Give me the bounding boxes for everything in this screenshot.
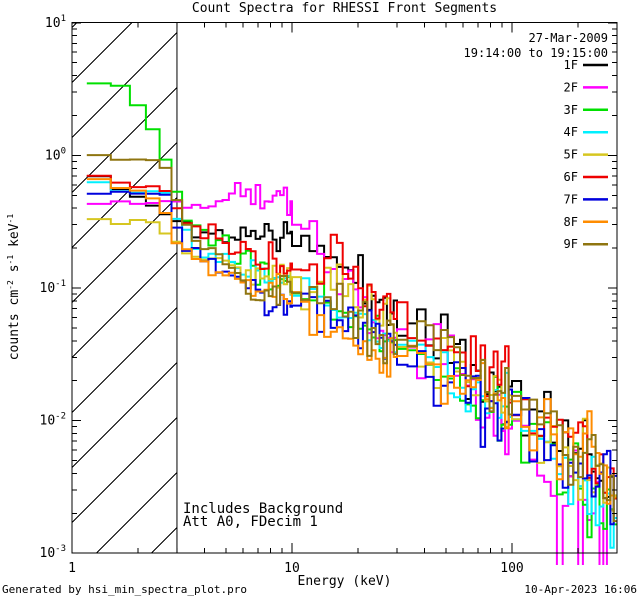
legend-label-8F: 8F	[564, 215, 578, 229]
legend-label-7F: 7F	[564, 192, 578, 206]
legend: 1F 2F 3F 4F 5F 6F 7F 8F 9F	[564, 58, 608, 251]
y-axis-label: counts cm-2 s-1 keV-1	[5, 213, 23, 361]
curve-1F	[86, 175, 617, 500]
legend-label-6F: 6F	[564, 170, 578, 184]
y-tick-label: 10-1	[40, 279, 67, 296]
chart-title: Count Spectra for RHESSI Front Segments	[191, 1, 498, 16]
spectra-curves	[86, 82, 617, 565]
curve-4F	[86, 181, 617, 549]
x-tick-label: 1	[68, 561, 76, 576]
legend-label-3F: 3F	[564, 103, 578, 117]
y-tick-label: 10-3	[40, 544, 67, 561]
legend-label-9F: 9F	[564, 237, 578, 251]
footer-generated-by: Generated by hsi_min_spectra_plot.pro	[2, 583, 248, 596]
plot-box	[71, 22, 618, 554]
curve-2F	[86, 182, 608, 565]
time-range-label: 19:14:00 to 19:15:00	[463, 46, 609, 60]
y-tick-label: 101	[45, 14, 66, 31]
curve-9F	[86, 154, 617, 523]
annotation-attenuator-state: Att A0, FDecim 1	[183, 514, 318, 530]
hatch-region	[72, 22, 177, 553]
annotation-includes-background: Includes Background	[183, 501, 344, 517]
legend-label-1F: 1F	[564, 58, 578, 72]
legend-label-4F: 4F	[564, 125, 578, 139]
legend-label-5F: 5F	[564, 148, 578, 162]
axes	[71, 22, 618, 554]
curve-6F	[86, 174, 617, 500]
x-tick-label: 10	[284, 561, 300, 576]
date-label: 27-Mar-2009	[528, 31, 608, 45]
footer-timestamp: 10-Apr-2023 16:06	[524, 583, 637, 596]
x-axis-label: Energy (keV)	[297, 574, 392, 589]
x-tick-label: 100	[500, 561, 523, 576]
legend-label-2F: 2F	[564, 80, 578, 94]
y-tick-label: 100	[45, 146, 66, 163]
y-tick-label: 10-2	[40, 412, 67, 429]
